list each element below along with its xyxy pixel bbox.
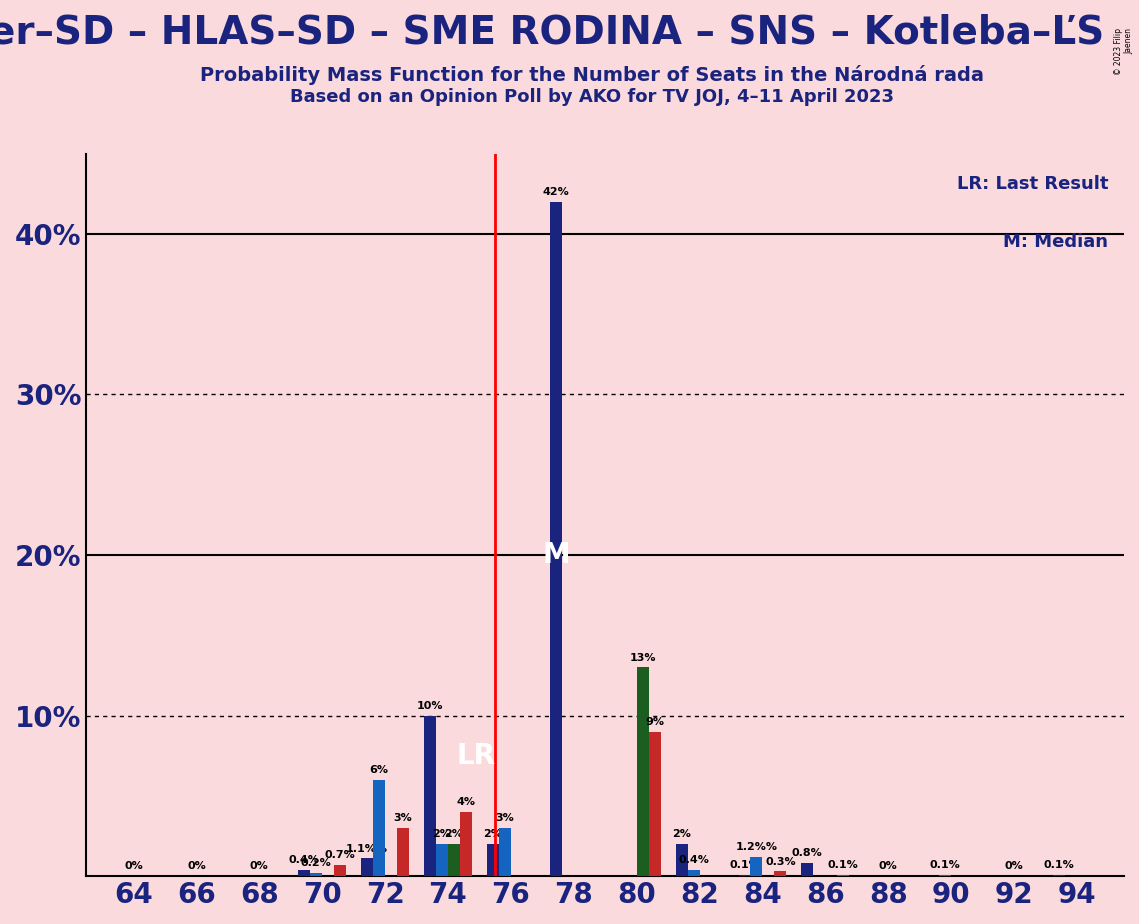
Text: 3%: 3% — [394, 813, 412, 823]
Text: © 2023 Filip
Jaenen: © 2023 Filip Jaenen — [1114, 28, 1133, 75]
Text: 3%: 3% — [495, 813, 514, 823]
Bar — [298, 869, 310, 876]
Text: Based on an Opinion Poll by AKO for TV JOJ, 4–11 April 2023: Based on an Opinion Poll by AKO for TV J… — [290, 88, 894, 105]
Text: 2%: 2% — [444, 829, 464, 839]
Text: 2%: 2% — [672, 829, 691, 839]
Text: 0.4%: 0.4% — [678, 855, 708, 865]
Text: M: Median: M: Median — [1003, 233, 1108, 251]
Bar — [334, 865, 346, 876]
Text: 0%: 0% — [879, 861, 898, 871]
Bar — [436, 844, 448, 876]
Bar — [738, 874, 751, 876]
Bar — [751, 857, 762, 876]
Bar — [361, 858, 374, 876]
Text: 0.1%: 0.1% — [729, 859, 760, 869]
Bar — [648, 732, 661, 876]
Text: Probability Mass Function for the Number of Seats in the Národná rada: Probability Mass Function for the Number… — [200, 65, 984, 85]
Bar — [398, 828, 409, 876]
Text: 0.2%: 0.2% — [301, 858, 331, 869]
Text: 42%: 42% — [542, 187, 570, 197]
Text: 10%: 10% — [417, 700, 443, 711]
Text: 0.1%: 0.1% — [929, 859, 960, 869]
Bar — [940, 874, 951, 876]
Bar — [775, 871, 786, 876]
Bar — [460, 812, 472, 876]
Text: 6%: 6% — [369, 765, 388, 775]
Text: 0%: 0% — [1005, 861, 1023, 871]
Bar — [1052, 874, 1065, 876]
Bar — [310, 873, 322, 876]
Text: 2%: 2% — [433, 829, 451, 839]
Bar — [837, 874, 850, 876]
Text: 0.8%: 0.8% — [792, 848, 822, 858]
Text: 0.3%: 0.3% — [765, 857, 796, 867]
Text: 0.4%: 0.4% — [289, 855, 320, 865]
Bar — [499, 828, 511, 876]
Text: 0%: 0% — [249, 861, 269, 871]
Bar — [448, 844, 460, 876]
Text: M: M — [542, 541, 570, 569]
Bar — [550, 201, 562, 876]
Text: 9%: 9% — [645, 717, 664, 727]
Text: er–SD – HLAS–SD – SME RODINA – SNS – Kotleba–ĽS: er–SD – HLAS–SD – SME RODINA – SNS – Kot… — [0, 14, 1104, 52]
Text: 0%: 0% — [124, 861, 142, 871]
Bar — [675, 844, 688, 876]
Text: LR: Last Result: LR: Last Result — [957, 176, 1108, 193]
Text: 13%: 13% — [630, 652, 656, 663]
Bar — [802, 863, 813, 876]
Text: 4%: 4% — [457, 797, 475, 807]
Text: LR: LR — [457, 742, 495, 770]
Text: 0%: 0% — [187, 861, 206, 871]
Text: 1.1%%: 1.1%% — [346, 844, 388, 854]
Bar — [424, 715, 436, 876]
Text: 0.1%: 0.1% — [1043, 859, 1074, 869]
Text: 1.2%%: 1.2%% — [736, 842, 778, 852]
Text: 0.7%: 0.7% — [325, 850, 355, 860]
Bar — [374, 780, 385, 876]
Bar — [637, 667, 648, 876]
Text: 2%: 2% — [483, 829, 502, 839]
Text: 0.1%: 0.1% — [828, 859, 859, 869]
Bar — [688, 869, 699, 876]
Bar — [487, 844, 499, 876]
